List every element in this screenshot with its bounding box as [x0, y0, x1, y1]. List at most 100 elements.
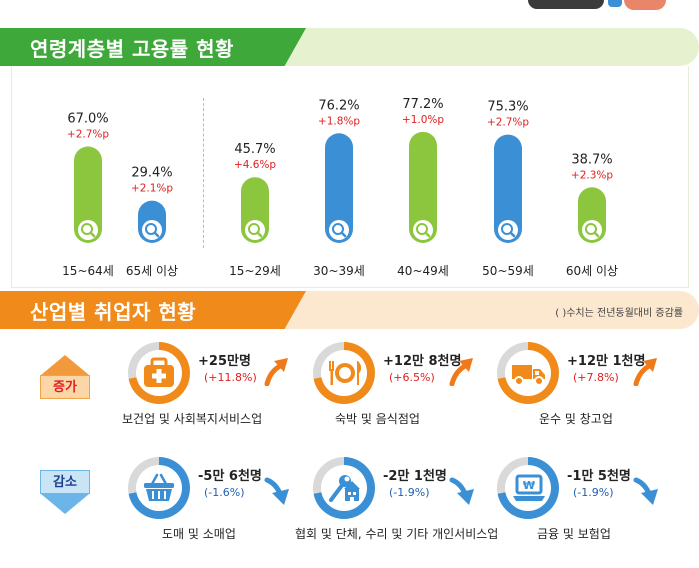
group-divider: [203, 98, 204, 248]
bar-value-label: 77.2%: [402, 97, 443, 112]
increase-label: 증가: [40, 375, 90, 399]
industry-name: 금융 및 보험업: [537, 527, 611, 541]
up-arrow-icon: [41, 355, 89, 375]
header-tab: [0, 291, 306, 329]
bar-change-label: +2.1%p: [131, 183, 173, 195]
category-tick-label: 15~29세: [229, 264, 281, 278]
magnifier-icon: [585, 223, 597, 235]
magnifier-icon: [248, 223, 260, 235]
trend-up-arrow-icon: [449, 358, 473, 386]
delivery-truck-icon: [512, 365, 545, 386]
section-header-age-employment: 연령계층별 고용률 현황: [0, 28, 699, 66]
bar-icon-badge: [245, 220, 265, 240]
employment-change-rate: (-1.6%): [204, 486, 245, 499]
bar-value-label: 67.0%: [67, 112, 108, 127]
bar: [409, 131, 437, 243]
employment-change-rate: (+7.8%): [573, 371, 619, 384]
bar-change-label: +1.0%p: [402, 114, 444, 126]
footnote: ( )수치는 전년동월대비 증감률: [555, 308, 683, 319]
chart-frame: [11, 66, 689, 288]
section-title: 산업별 취업자 현황: [30, 300, 197, 324]
bar: [494, 134, 522, 243]
trend-down-arrow-icon: [264, 477, 289, 505]
magnifier-icon: [509, 231, 516, 238]
bar-icon-badge: [498, 220, 518, 240]
industry-item-transport-storage: +12만 1천명 (+7.8%) 운수 및 창고업: [497, 342, 697, 432]
industry-name: 협회 및 단체, 수리 및 기타 개인서비스업: [295, 527, 499, 541]
magnifier-icon: [89, 231, 96, 238]
bar-value-label: 29.4%: [131, 166, 172, 181]
bar-icon-badge: [142, 220, 162, 240]
ring: [128, 342, 190, 404]
header-tab: [0, 28, 306, 66]
employment-change-rate: (-1.9%): [573, 486, 614, 499]
won-laptop-icon: ₩: [513, 474, 545, 501]
bar-change-label: +4.6%p: [234, 159, 276, 171]
bar-value-label: 75.3%: [487, 100, 528, 115]
industry-item-wholesale-retail: -5만 6천명 (-1.6%) 도매 및 소매업: [128, 457, 328, 547]
industry-item-association-repair-services: -2만 1천명 (-1.9%) 협회 및 단체, 수리 및 기타 개인서비스업: [295, 457, 513, 547]
bar-value-label: 76.2%: [318, 98, 359, 113]
bar: [325, 133, 353, 243]
trend-up-arrow-icon: [264, 358, 288, 386]
decrease-marker: 감소: [40, 470, 90, 514]
ring: [497, 342, 559, 404]
bar: [74, 146, 102, 243]
magnifier-icon: [81, 223, 93, 235]
section-title: 연령계층별 고용률 현황: [30, 37, 234, 61]
decrease-label: 감소: [40, 470, 90, 494]
employment-change-value: +12만 8천명: [383, 354, 462, 369]
trend-down-arrow-icon: [633, 477, 658, 505]
employment-change-value: +12만 1천명: [567, 354, 646, 369]
employment-change-rate: (+6.5%): [389, 371, 435, 384]
industry-name: 운수 및 창고업: [539, 412, 613, 426]
svg-text:₩: ₩: [523, 479, 535, 492]
shopping-basket-icon: [144, 473, 174, 501]
magnifier-icon: [416, 223, 428, 235]
trend-down-arrow-icon: [449, 477, 474, 505]
bar-icon-badge: [413, 220, 433, 240]
bar-icon-badge: [78, 220, 98, 240]
bar-value-label: 45.7%: [234, 142, 275, 157]
category-tick-label: 15~64세: [62, 264, 114, 278]
increase-marker: 증가: [40, 355, 90, 399]
bar-value-label: 38.7%: [571, 152, 612, 167]
magnifier-icon: [593, 231, 600, 238]
section-header-industry: 산업별 취업자 현황 ( )수치는 전년동월대비 증감률: [0, 291, 699, 329]
bar-icon-badge: [582, 220, 602, 240]
industry-item-health-welfare: +25만명 (+11.8%) 보건업 및 사회복지서비스업: [122, 342, 328, 432]
employment-change-value: +25만명: [198, 354, 251, 369]
magnifier-icon: [501, 223, 513, 235]
employment-change-rate: (+11.8%): [204, 371, 257, 384]
category-tick-label: 30~39세: [313, 264, 365, 278]
bar-change-label: +1.8%p: [318, 115, 360, 127]
employment-change-rate: (-1.9%): [389, 486, 430, 499]
trend-up-arrow-icon: [633, 358, 657, 386]
bar-change-label: +2.3%p: [571, 169, 613, 181]
top-illustration-fragment: [528, 0, 604, 9]
magnifier-icon: [332, 223, 344, 235]
magnifier-icon: [340, 231, 347, 238]
ring: ₩: [497, 457, 559, 519]
top-illustration-fragment: [608, 0, 622, 7]
category-tick-label: 65세 이상: [126, 264, 178, 278]
wrench-building-icon: [329, 475, 360, 502]
magnifier-icon: [145, 223, 157, 235]
industry-name: 도매 및 소매업: [162, 527, 236, 541]
industry-name: 숙박 및 음식점업: [335, 412, 420, 426]
industry-item-finance-insurance: ₩ -1만 5천명 (-1.9%) 금융 및 보험업: [497, 457, 697, 547]
bar-change-label: +2.7%p: [487, 117, 529, 129]
industry-item-accommodation-food: +12만 8천명 (+6.5%) 숙박 및 음식점업: [313, 342, 513, 432]
top-illustration-fragment: [624, 0, 666, 10]
category-tick-label: 60세 이상: [566, 264, 618, 278]
magnifier-icon: [424, 231, 431, 238]
down-arrow-icon: [41, 494, 89, 514]
employment-change-value: -1만 5천명: [567, 469, 631, 484]
age-employment-bar-chart: 67.0% +2.7%p 15~64세 29.4% +2.1%p 65세 이상 45.7% +…: [62, 97, 618, 278]
ring: [128, 457, 190, 519]
employment-change-value: -2만 1천명: [383, 469, 447, 484]
ring: [313, 342, 375, 404]
category-tick-label: 40~49세: [397, 264, 449, 278]
first-aid-kit-icon: [144, 357, 174, 387]
dining-plate-icon: [329, 361, 362, 385]
